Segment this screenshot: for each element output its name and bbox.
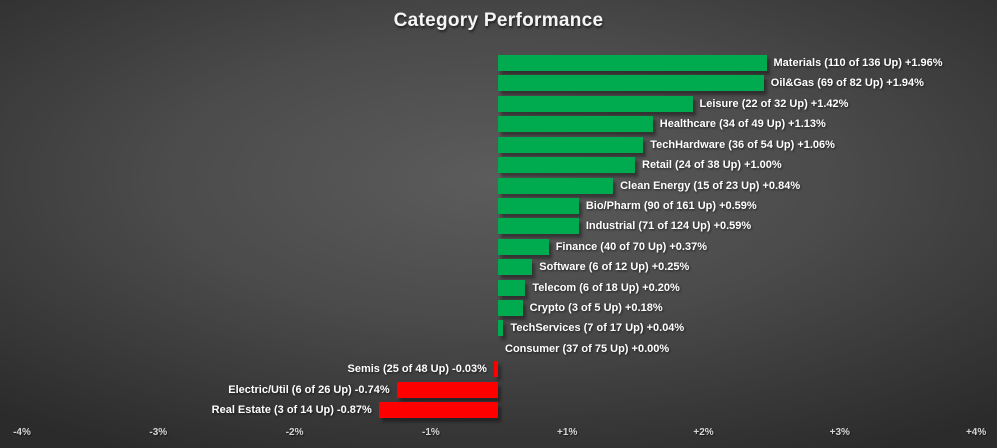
bar-crypto bbox=[498, 300, 523, 317]
bar-techservices bbox=[498, 320, 504, 337]
bar-label-telecom: Telecom (6 of 18 Up) +0.20% bbox=[532, 281, 680, 294]
bar-label-finance: Finance (40 of 70 Up) +0.37% bbox=[555, 240, 707, 253]
bar-label-techservices: TechServices (7 of 17 Up) +0.04% bbox=[510, 322, 685, 335]
bar-techhardware bbox=[498, 136, 644, 153]
bar-label-semis: Semis (25 of 48 Up) -0.03% bbox=[347, 363, 487, 376]
bar-label-oil-gas: Oil&Gas (69 of 82 Up) +1.94% bbox=[770, 77, 924, 90]
bar-label-software: Software (6 of 12 Up) +0.25% bbox=[539, 261, 690, 274]
bar-label-healthcare: Healthcare (34 of 49 Up) +1.13% bbox=[659, 118, 826, 131]
bar-telecom bbox=[498, 279, 526, 296]
chart-title: Category Performance bbox=[393, 10, 604, 31]
bar-label-leisure: Leisure (22 of 32 Up) +1.42% bbox=[699, 97, 849, 110]
x-tick-1: +1% bbox=[557, 427, 578, 438]
bar-real-estate bbox=[378, 402, 498, 419]
bar-materials bbox=[498, 55, 767, 71]
bar-label-consumer: Consumer (37 of 75 Up) +0.00% bbox=[505, 342, 670, 355]
bar-label-real-estate: Real Estate (3 of 14 Up) -0.87% bbox=[211, 404, 372, 417]
bar-label-materials: Materials (110 of 136 Up) +1.96% bbox=[773, 57, 943, 69]
bar-label-clean-energy: Clean Energy (15 of 23 Up) +0.84% bbox=[620, 179, 801, 192]
bar-label-industrial: Industrial (71 of 124 Up) +0.59% bbox=[585, 220, 752, 233]
bar-label-techhardware: TechHardware (36 of 54 Up) +1.06% bbox=[650, 138, 835, 151]
x-tick-3: +3% bbox=[829, 427, 850, 438]
bar-label-retail: Retail (24 of 38 Up) +1.00% bbox=[642, 159, 782, 172]
bar-clean-energy bbox=[498, 177, 614, 194]
bar-software bbox=[498, 259, 533, 276]
bar-label-crypto: Crypto (3 of 5 Up) +0.18% bbox=[529, 302, 663, 315]
x-tick-2: -2% bbox=[285, 427, 304, 438]
bar-bio-pharm bbox=[498, 197, 579, 214]
x-tick-1: -1% bbox=[421, 427, 440, 438]
x-tick-4: -4% bbox=[13, 427, 31, 438]
x-tick-4: +4% bbox=[965, 427, 987, 438]
bar-semis bbox=[493, 361, 498, 378]
bar-industrial bbox=[498, 218, 579, 235]
bar-leisure bbox=[498, 95, 693, 112]
bar-oil-gas bbox=[498, 75, 764, 92]
bar-retail bbox=[498, 157, 635, 174]
bar-electric-util bbox=[396, 381, 498, 398]
bar-healthcare bbox=[498, 116, 653, 133]
x-tick-2: +2% bbox=[693, 427, 714, 438]
bar-label-bio-pharm: Bio/Pharm (90 of 161 Up) +0.59% bbox=[585, 199, 757, 212]
x-tick-3: -3% bbox=[149, 427, 168, 438]
bar-finance bbox=[498, 238, 549, 255]
bar-label-electric-util: Electric/Util (6 of 26 Up) -0.74% bbox=[228, 383, 390, 396]
